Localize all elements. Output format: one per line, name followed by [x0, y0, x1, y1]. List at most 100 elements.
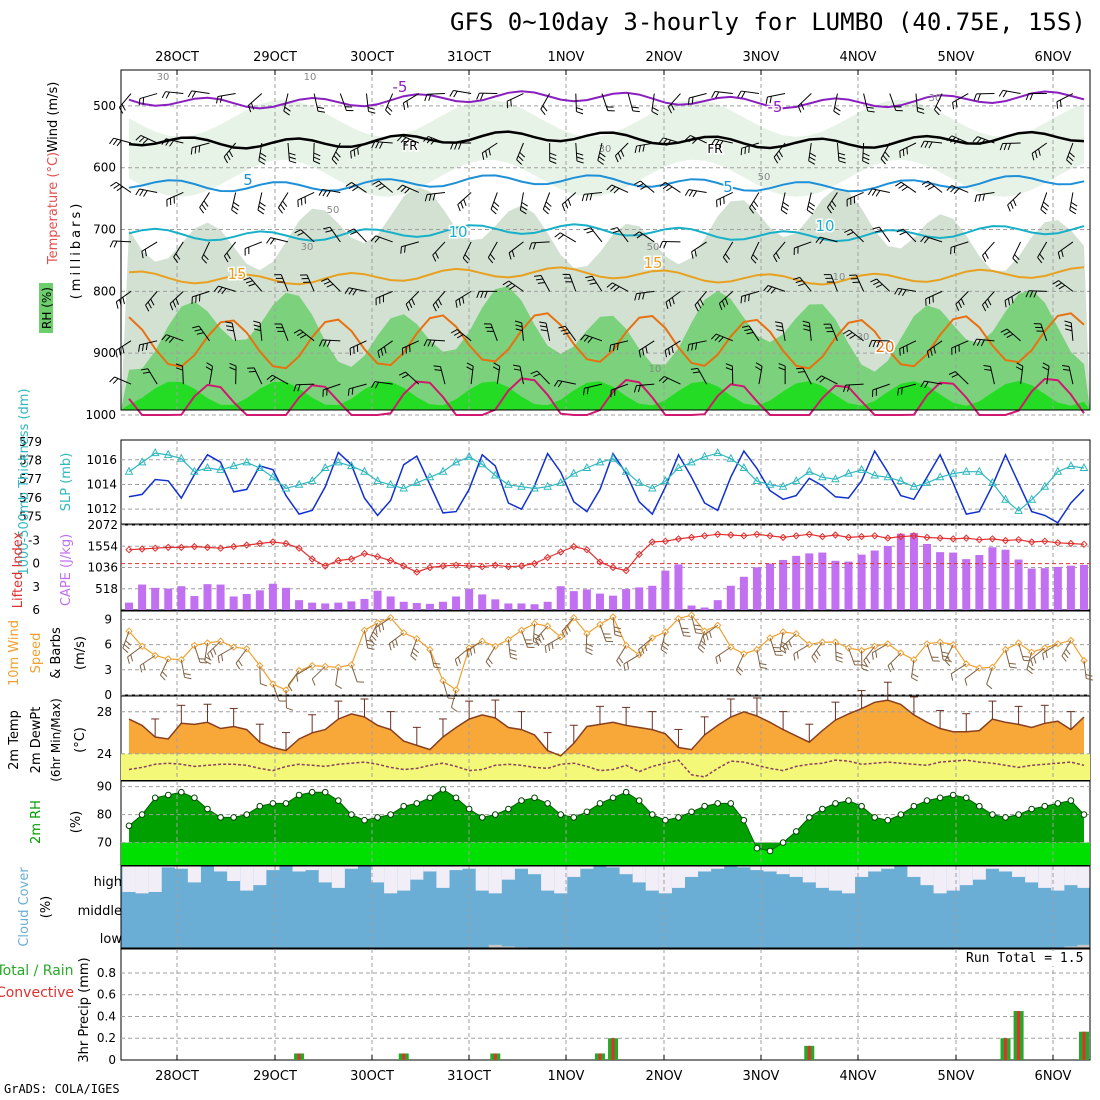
upper-air-wind-barb [110, 181, 132, 193]
bottom-date-label: 6NOV [1035, 1069, 1072, 1084]
wind-barb-feather [539, 321, 547, 324]
wind-barb-feather [1033, 656, 1037, 664]
wind-barb-feather [175, 298, 180, 305]
wind-barb-staff [507, 639, 511, 658]
wind-barb-feather [141, 343, 144, 351]
wind10m-barb [1061, 640, 1072, 662]
wind-barb-staff [113, 137, 132, 144]
isotherm-line [128, 312, 1085, 370]
wind-barb-staff [781, 323, 786, 341]
wind-barb-feather [535, 639, 540, 646]
wind-barb-staff [889, 93, 897, 111]
upper-air-wind-barb [542, 192, 552, 215]
wind-barb-feather [948, 371, 956, 375]
upper-air-wind-barb [710, 138, 733, 147]
wind-barb-feather [710, 138, 716, 146]
top-date-label: 4NOV [840, 50, 877, 65]
cape-bar [438, 601, 447, 610]
rh2m-marker [1054, 800, 1062, 807]
wind-barb-feather [725, 367, 733, 371]
wind-barb-staff [127, 645, 143, 658]
upper-air-wind-barb [773, 142, 786, 164]
wind-barb-staff [466, 640, 483, 652]
wind-barb-staff [779, 631, 784, 650]
cape-bar [465, 589, 474, 610]
wind-barb-feather [457, 204, 461, 212]
wind-barb-feather [561, 204, 566, 212]
wind-barb-feather [1031, 153, 1035, 161]
wind-barb-feather [490, 208, 497, 215]
wind-barb-staff [1004, 290, 1021, 301]
wind-barb-staff [180, 659, 186, 678]
cloud-high-gap [253, 866, 267, 886]
precip-convective-bar [598, 1053, 602, 1060]
wind-barb-staff [405, 371, 420, 385]
wind-barb-staff [201, 241, 210, 259]
upper-air-wind-barb [694, 291, 707, 312]
wind-barb-staff [145, 291, 158, 306]
wind-barb-feather [1064, 324, 1072, 328]
wind-barb-feather [773, 255, 778, 263]
thickness-marker [844, 468, 853, 477]
upper-air-wind-barb [638, 340, 655, 358]
wind-barb-feather [803, 328, 811, 332]
cape-bar [321, 603, 330, 610]
wind-barb-feather [901, 289, 907, 296]
wind10m-barb [910, 659, 919, 682]
wind-barb-feather [549, 156, 557, 161]
li-ylabel: Lifted Index [11, 531, 26, 608]
wind-barb-feather [982, 193, 985, 201]
cape-bar [883, 546, 892, 610]
wind-barb-staff [428, 135, 446, 144]
wind-barb-staff [426, 93, 445, 95]
wind-barb-feather [379, 142, 384, 149]
wind-barb-feather [139, 665, 143, 673]
wind-barb-feather [838, 160, 846, 164]
upper-air-wind-barb [244, 241, 263, 256]
wind-barb-staff [322, 339, 341, 342]
cloud-low-gap [1077, 944, 1091, 948]
wind-barb-staff [1030, 647, 1046, 660]
wind-barb-feather [836, 659, 843, 663]
upper-air-wind-barb [687, 340, 707, 352]
wind-barb-feather [217, 656, 220, 664]
cloud-level-label: high [94, 875, 122, 890]
wind-barb-feather [511, 250, 515, 258]
wind-barb-feather [165, 139, 171, 146]
wind10m-barb [180, 659, 192, 680]
wind-barb-feather [318, 189, 323, 196]
cape-bar [1040, 568, 1049, 610]
lifted-index-marker [1041, 537, 1049, 545]
wind-barb-feather [950, 673, 954, 681]
wind-barb-feather [289, 160, 297, 164]
rh2m-marker [321, 788, 329, 796]
wind10m-marker [661, 628, 670, 636]
thickness-tick-label: 579 [19, 435, 42, 449]
wind-barb-feather [1070, 205, 1077, 211]
wind-barb-feather [450, 329, 458, 334]
upper-air-wind-barb [610, 227, 629, 243]
wind-barb-staff [780, 192, 786, 211]
upper-air-wind-barb [1069, 192, 1078, 215]
upper-air-wind-barb [895, 181, 917, 193]
upper-air-wind-barb [920, 380, 943, 389]
thickness-marker [190, 466, 199, 475]
wind-barb-feather [226, 252, 231, 260]
wind-barb-feather [1009, 666, 1017, 669]
wind-barb-feather [466, 366, 473, 371]
wind10m-barb [887, 652, 902, 673]
wind-barb-staff [900, 181, 917, 193]
wind-barb-feather [1027, 665, 1034, 671]
cape-bar [281, 587, 290, 610]
wind-barb-feather [225, 325, 234, 328]
wind-barb-feather [1003, 143, 1008, 151]
wind-barb-feather [972, 136, 978, 143]
wind-barb-staff [231, 323, 237, 341]
lifted-index-marker [897, 532, 905, 541]
wind-barb-staff [1070, 322, 1074, 341]
wind-barb-staff [615, 142, 629, 157]
wind-barb-staff [1018, 642, 1025, 661]
cape-bar [268, 583, 277, 610]
wind-barb-feather [375, 627, 378, 635]
wind-barb-staff [636, 383, 655, 387]
